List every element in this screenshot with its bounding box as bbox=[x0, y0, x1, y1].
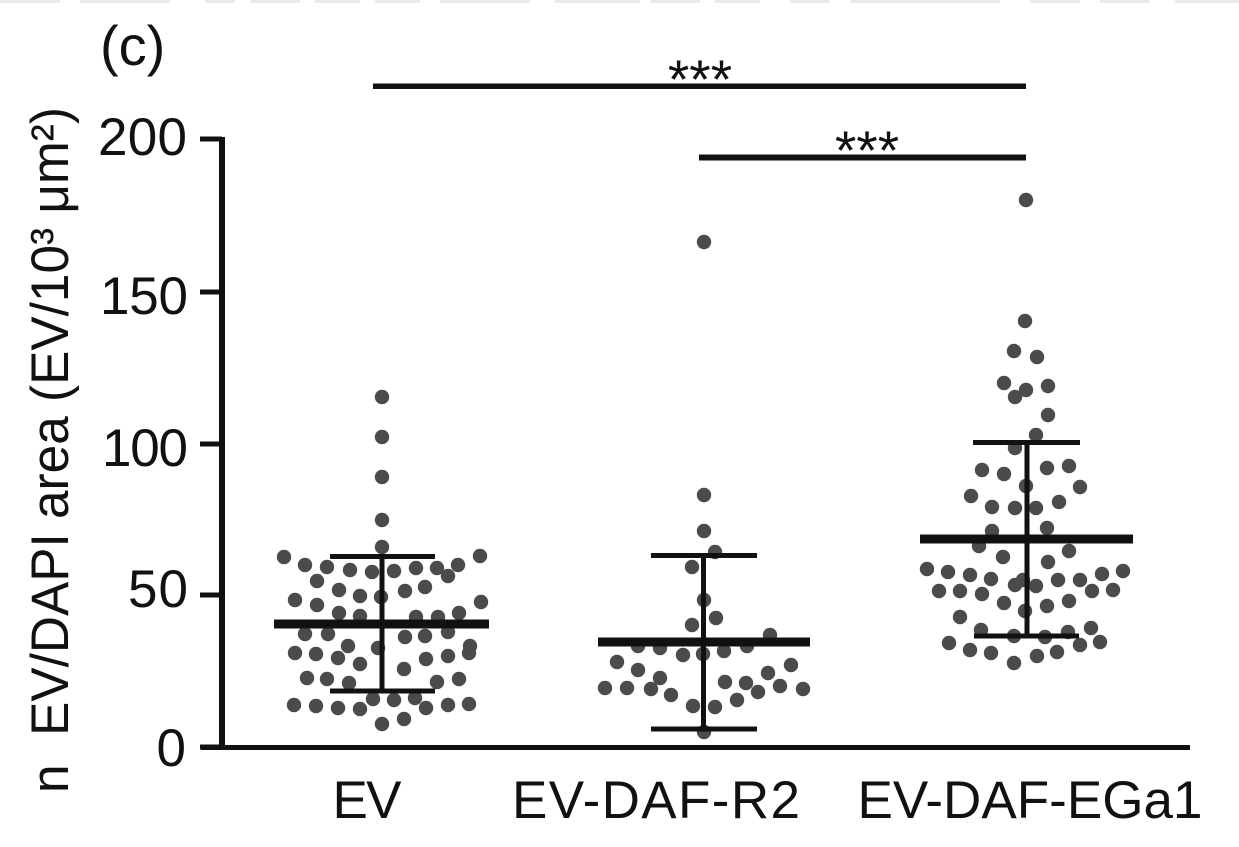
svg-text:100: 100 bbox=[102, 419, 188, 478]
svg-text:n EV/DAPI area (EV/10³ μm²): n EV/DAPI area (EV/10³ μm²) bbox=[21, 107, 80, 793]
svg-text:200: 200 bbox=[98, 108, 187, 167]
svg-text:150: 150 bbox=[100, 267, 188, 326]
svg-text:***: *** bbox=[835, 119, 899, 181]
svg-text:50: 50 bbox=[128, 560, 188, 619]
svg-text:EV-DAF-R2: EV-DAF-R2 bbox=[512, 771, 800, 830]
svg-text:***: *** bbox=[668, 48, 732, 110]
svg-text:EV-DAF-EGa1: EV-DAF-EGa1 bbox=[858, 771, 1203, 830]
svg-text:(c): (c) bbox=[100, 14, 165, 77]
svg-text:EV: EV bbox=[333, 771, 403, 830]
svg-text:0: 0 bbox=[157, 719, 186, 778]
